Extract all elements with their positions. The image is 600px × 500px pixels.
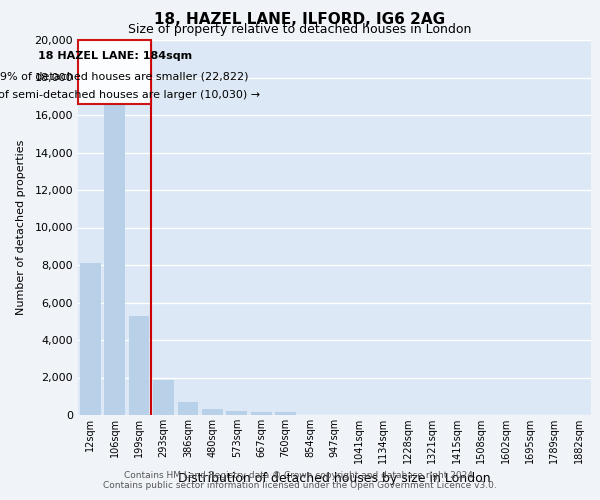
Bar bbox=[251, 412, 272, 415]
Text: Contains HM Land Registry data © Crown copyright and database right 2024.: Contains HM Land Registry data © Crown c… bbox=[124, 471, 476, 480]
Bar bbox=[80, 263, 101, 415]
Bar bbox=[275, 412, 296, 415]
Bar bbox=[178, 402, 199, 415]
Text: ← 69% of detached houses are smaller (22,822): ← 69% of detached houses are smaller (22… bbox=[0, 72, 249, 82]
Text: 18, HAZEL LANE, ILFORD, IG6 2AG: 18, HAZEL LANE, ILFORD, IG6 2AG bbox=[154, 12, 446, 28]
Bar bbox=[202, 409, 223, 415]
Text: 18 HAZEL LANE: 184sqm: 18 HAZEL LANE: 184sqm bbox=[38, 52, 192, 62]
Y-axis label: Number of detached properties: Number of detached properties bbox=[16, 140, 26, 315]
Text: 30% of semi-detached houses are larger (10,030) →: 30% of semi-detached houses are larger (… bbox=[0, 90, 260, 100]
FancyBboxPatch shape bbox=[78, 40, 151, 104]
Bar bbox=[128, 316, 149, 415]
Bar bbox=[226, 410, 247, 415]
Text: Size of property relative to detached houses in London: Size of property relative to detached ho… bbox=[128, 22, 472, 36]
Bar bbox=[104, 104, 125, 415]
Bar bbox=[153, 380, 174, 415]
X-axis label: Distribution of detached houses by size in London: Distribution of detached houses by size … bbox=[178, 472, 491, 484]
Text: Contains public sector information licensed under the Open Government Licence v3: Contains public sector information licen… bbox=[103, 481, 497, 490]
